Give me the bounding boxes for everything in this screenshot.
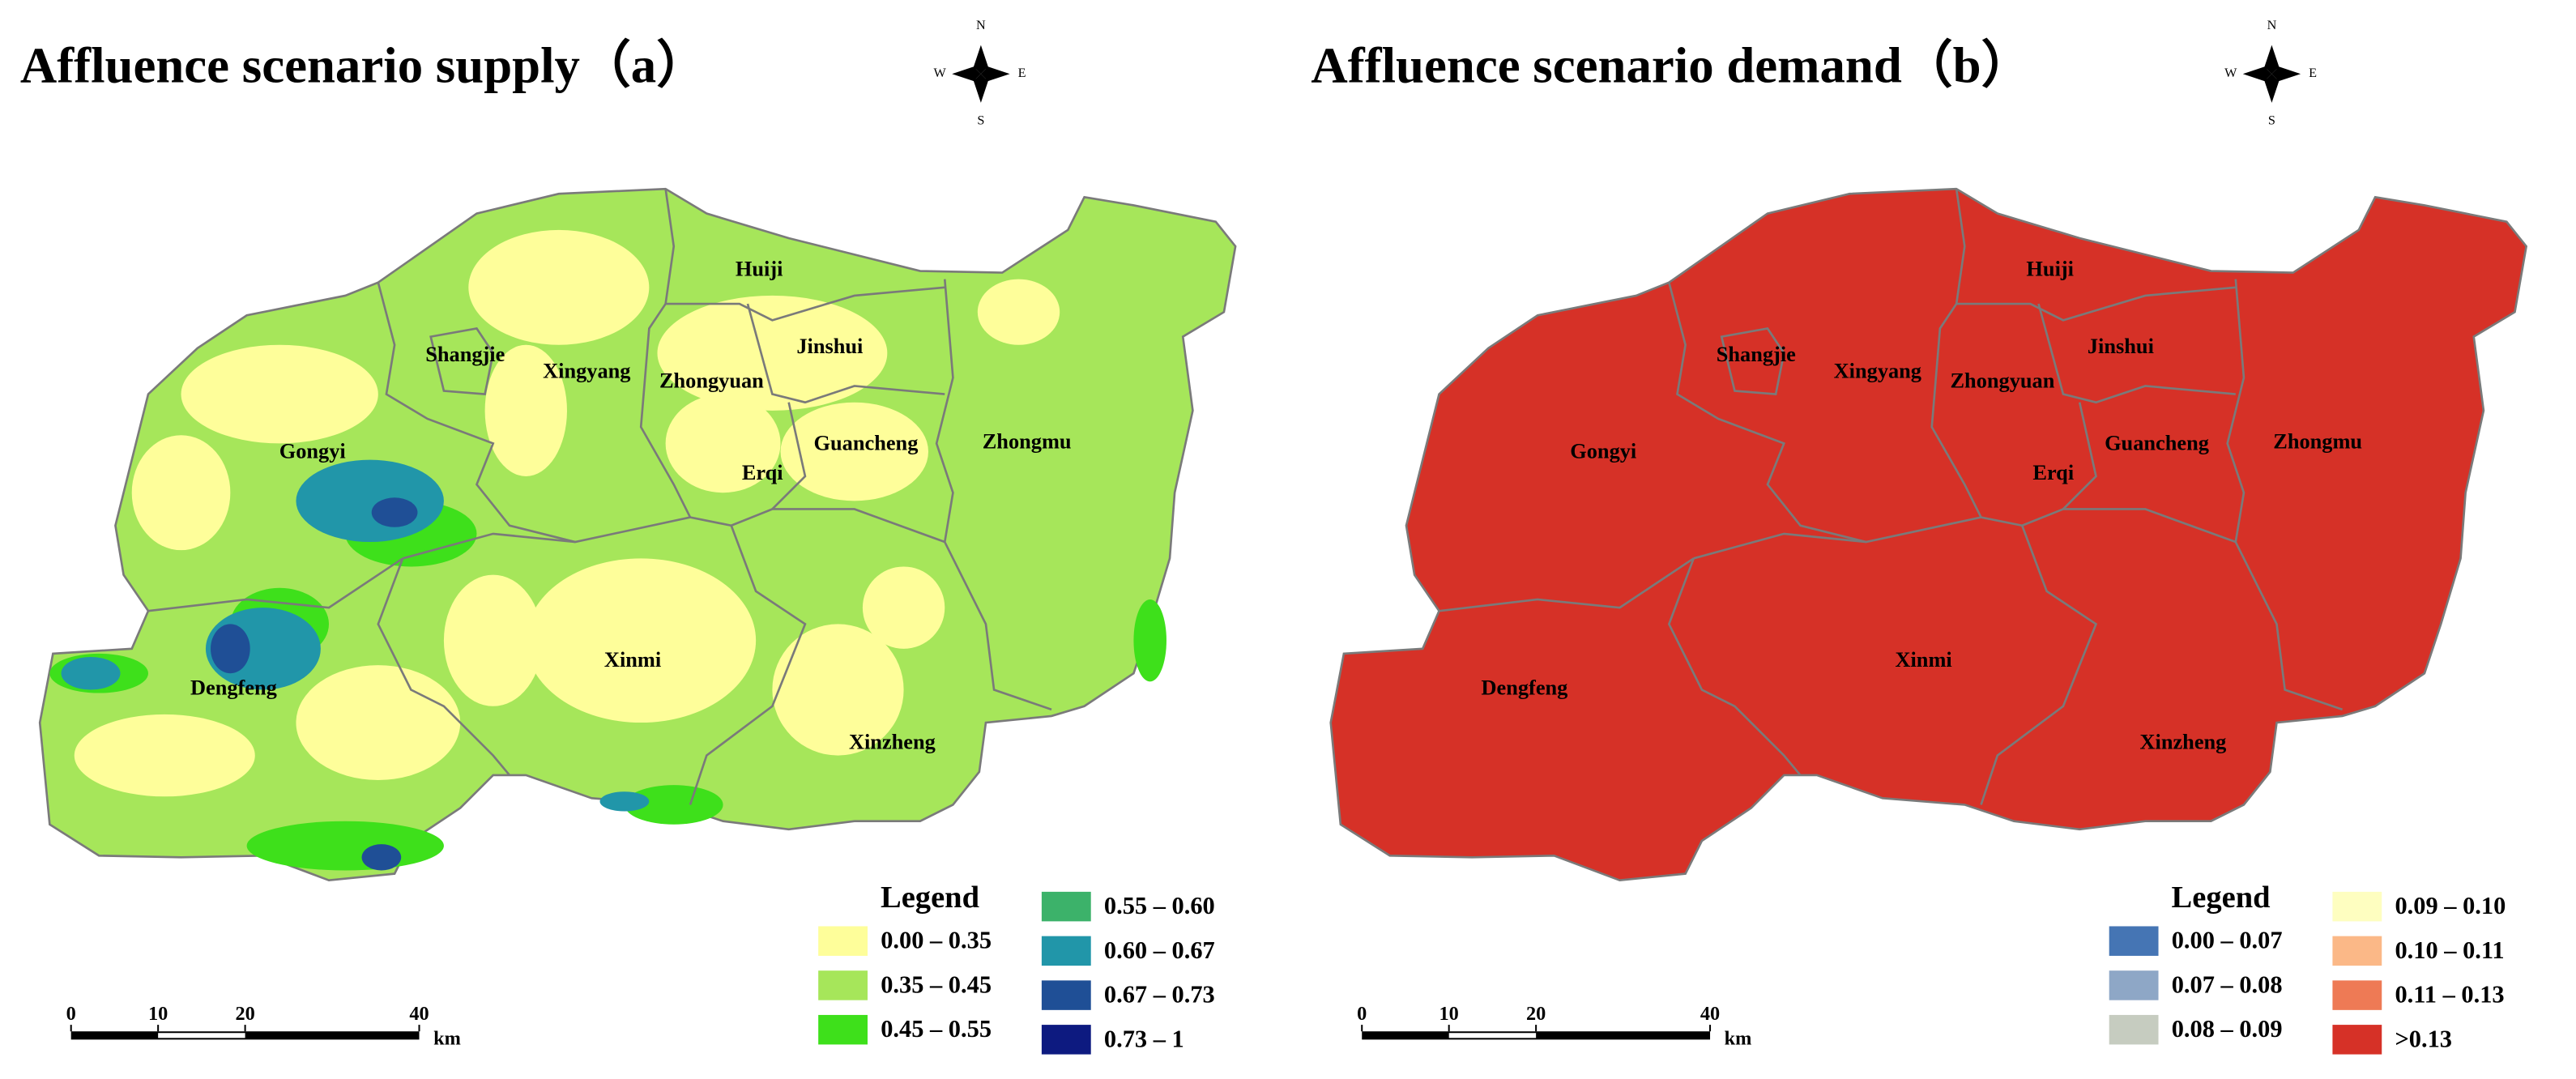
- compass-rose: [953, 46, 1009, 102]
- district-label: Erqi: [742, 461, 783, 484]
- legend-label: >0.13: [2395, 1025, 2452, 1052]
- scale-label: 10: [1439, 1003, 1459, 1025]
- panel-title: Affluence scenario demand（b）: [1311, 36, 2032, 93]
- compass-s: S: [2268, 113, 2275, 128]
- scale-label: 40: [409, 1003, 429, 1025]
- legend-title: Legend: [881, 881, 979, 915]
- legend-label: 0.55 – 0.60: [1104, 892, 1215, 919]
- legend-label: 0.67 – 0.73: [1104, 981, 1215, 1009]
- scale-label: 20: [1526, 1003, 1546, 1025]
- legend-swatch: [2109, 926, 2159, 956]
- compass-w: W: [934, 66, 947, 80]
- demand-map: [1329, 187, 2527, 882]
- legend-swatch: [2109, 970, 2159, 1000]
- scale-bar-segment: [158, 1033, 245, 1038]
- compass-n: N: [2267, 18, 2277, 32]
- legend-swatch: [818, 970, 868, 1000]
- legend-swatch: [2332, 891, 2382, 922]
- panel: Affluence scenario demand（b） N S W E Huiji Jin…: [1311, 18, 2506, 1055]
- legend-swatch: [2332, 1025, 2382, 1055]
- supply-map: [38, 187, 1237, 882]
- legend-swatch: [1041, 891, 1091, 922]
- top-supply-patches: [211, 497, 418, 871]
- scale-label: 10: [148, 1003, 168, 1025]
- district-label: Guancheng: [814, 431, 919, 454]
- legend-swatch: [1041, 980, 1091, 1010]
- district-label: Xingyang: [1834, 359, 1921, 382]
- scale-bar-segment: [1448, 1033, 1537, 1038]
- district-label: Guancheng: [2105, 431, 2209, 454]
- compass-w: W: [2224, 66, 2237, 80]
- legend-swatch: [2332, 936, 2382, 966]
- legend-label: 0.11 – 0.13: [2395, 981, 2504, 1009]
- scale-label: 20: [235, 1003, 254, 1025]
- compass-e: E: [1018, 66, 1026, 80]
- district-label: Zhongyuan: [1950, 369, 2054, 392]
- legend-label: 0.73 – 1: [1104, 1025, 1184, 1052]
- district-label: Xinmi: [604, 648, 661, 672]
- district-label: Shangjie: [425, 343, 505, 366]
- compass-rose: [2244, 46, 2300, 102]
- district-label: Shangjie: [1717, 343, 1796, 366]
- panel: Affluence scenario supply（a） N S W E Huiji Jin…: [20, 18, 1215, 1055]
- legend-label: 0.10 – 0.11: [2395, 936, 2504, 964]
- compass-n: N: [976, 18, 986, 32]
- scale-label: 0: [1357, 1003, 1367, 1025]
- scale-label: 40: [1700, 1003, 1720, 1025]
- district-label: Jinshui: [796, 335, 863, 358]
- district-label: Xinzheng: [2140, 730, 2227, 753]
- district-label: Gongyi: [1570, 440, 1636, 463]
- legend-label: 0.09 – 0.10: [2395, 892, 2506, 919]
- scale-unit: km: [433, 1027, 461, 1049]
- legend-label: 0.35 – 0.45: [881, 970, 992, 998]
- region: [1329, 187, 2527, 882]
- district-label: Xinzheng: [849, 730, 936, 753]
- compass: N S W E: [2224, 18, 2317, 128]
- district-label: Dengfeng: [1482, 676, 1568, 700]
- district-label: Gongyi: [279, 440, 346, 463]
- district-label: Dengfeng: [190, 676, 277, 700]
- legend-swatch: [1041, 936, 1091, 966]
- district-label: Jinshui: [2088, 335, 2154, 358]
- district-label: Zhongmu: [2273, 429, 2362, 453]
- compass-e: E: [2309, 66, 2317, 80]
- district-label: Huiji: [736, 258, 783, 281]
- district-label: Zhongyuan: [659, 369, 764, 392]
- district-label: Huiji: [2026, 258, 2074, 281]
- district-label: Xingyang: [543, 359, 630, 382]
- scale-unit: km: [1725, 1027, 1752, 1049]
- legend-swatch: [818, 1014, 868, 1045]
- legend-swatch: [1041, 1025, 1091, 1055]
- legend-label: 0.07 – 0.08: [2172, 970, 2283, 998]
- legend-swatch: [2109, 1014, 2159, 1045]
- panel-title: Affluence scenario supply（a）: [20, 36, 707, 93]
- compass-s: S: [977, 113, 984, 128]
- district-label: Zhongmu: [983, 429, 1072, 453]
- legend-swatch: [2332, 980, 2382, 1010]
- legend-label: 0.08 – 0.09: [2172, 1015, 2283, 1043]
- legend-title: Legend: [2172, 881, 2271, 915]
- district-label: Xinmi: [1895, 648, 1951, 672]
- legend-label: 0.00 – 0.07: [2172, 927, 2283, 954]
- district-label: Erqi: [2032, 461, 2074, 484]
- compass: N S W E: [934, 18, 1026, 128]
- legend-swatch: [818, 926, 868, 956]
- legend-label: 0.60 – 0.67: [1104, 936, 1215, 964]
- legend-label: 0.45 – 0.55: [881, 1015, 992, 1043]
- scale-label: 0: [66, 1003, 76, 1025]
- legend-label: 0.00 – 0.35: [881, 927, 992, 954]
